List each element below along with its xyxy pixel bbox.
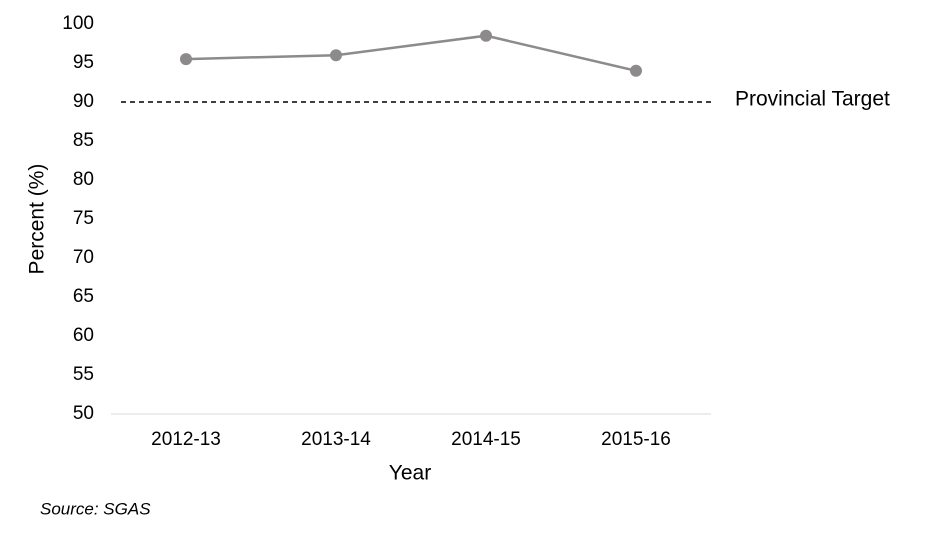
x-tick-label: 2012-13 bbox=[151, 429, 221, 450]
data-point bbox=[630, 64, 642, 77]
y-axis-label: Percent (%) bbox=[26, 164, 49, 275]
y-tick-label: 65 bbox=[73, 286, 94, 307]
data-point bbox=[330, 49, 342, 62]
y-tick-label: 95 bbox=[73, 52, 94, 73]
x-tick-label: 2014-15 bbox=[451, 429, 521, 450]
source-note: Source: SGAS bbox=[40, 499, 151, 518]
y-tick-label: 75 bbox=[73, 208, 94, 229]
y-tick-label: 85 bbox=[73, 130, 94, 151]
data-point bbox=[180, 53, 192, 66]
y-tick-label: 50 bbox=[73, 403, 94, 424]
data-line bbox=[185, 34, 637, 73]
data-point bbox=[480, 29, 492, 42]
x-tick-label: 2015-16 bbox=[601, 429, 671, 450]
y-tick-label: 90 bbox=[73, 91, 94, 112]
y-tick-label: 55 bbox=[73, 364, 94, 385]
y-tick-label: 100 bbox=[62, 13, 94, 34]
x-tick-label: 2013-14 bbox=[301, 429, 371, 450]
x-axis-label: Year bbox=[389, 462, 431, 485]
y-tick-label: 80 bbox=[73, 169, 94, 190]
y-tick-label: 70 bbox=[73, 247, 94, 268]
y-tick-label: 60 bbox=[73, 325, 94, 346]
target-label: Provincial Target bbox=[735, 88, 890, 111]
